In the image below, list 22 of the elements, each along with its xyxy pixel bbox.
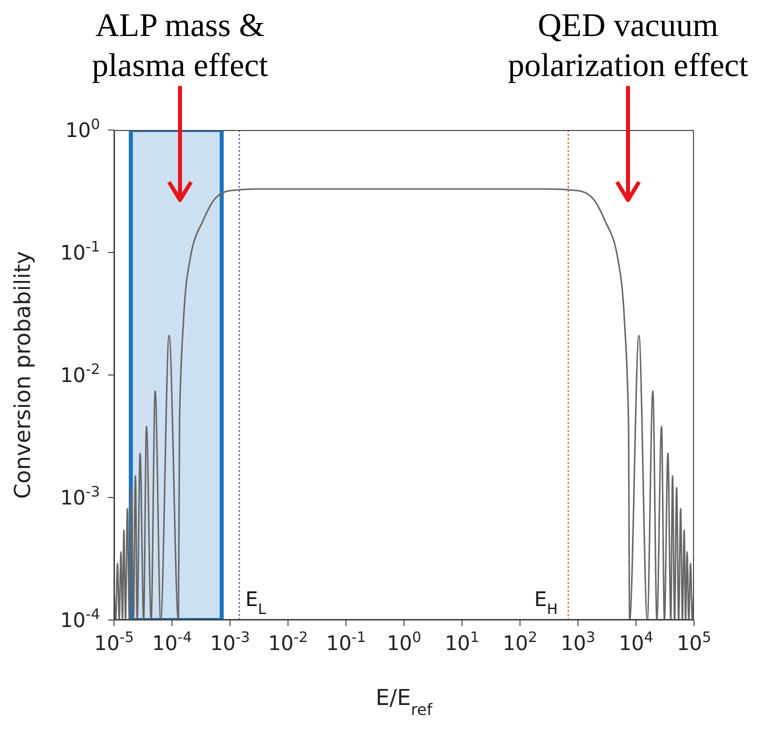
x-tick-label: 10$^{2}$ (502, 630, 538, 655)
x-tick-label: 10$^{-2}$ (268, 630, 308, 655)
y-tick-label: 10$^{-2}$ (60, 362, 100, 387)
text: ALP mass & plasma effect (90, 7, 270, 86)
y-tick-label: 10$^{0}$ (65, 117, 100, 142)
x-tick-label: 10$^{1}$ (444, 630, 480, 655)
ref-line-label: E$_{H}$ (534, 587, 558, 618)
y-axis-title: Conversion probability (11, 251, 36, 499)
x-tick-label: 10$^{3}$ (560, 630, 596, 655)
x-tick-label: 10$^{-3}$ (210, 630, 250, 655)
x-axis-title: E/E$_{ref}$ (376, 686, 433, 718)
x-tick-label: 10$^{-5}$ (94, 630, 134, 655)
y-tick-label: 10$^{-4}$ (60, 607, 100, 632)
text: QED vacuum polarization effect (506, 7, 750, 86)
x-tick-label: 10$^{-1}$ (326, 630, 366, 655)
x-tick-label: 10$^{-4}$ (152, 630, 192, 655)
y-tick-label: 10$^{-3}$ (60, 484, 100, 510)
x-tick-label: 10$^{5}$ (676, 630, 712, 655)
ref-line-label: E$_{L}$ (245, 587, 266, 618)
y-tick-label: 10$^{-1}$ (60, 240, 100, 264)
x-tick-label: 10$^{0}$ (386, 630, 422, 655)
x-tick-label: 10$^{4}$ (618, 630, 654, 655)
